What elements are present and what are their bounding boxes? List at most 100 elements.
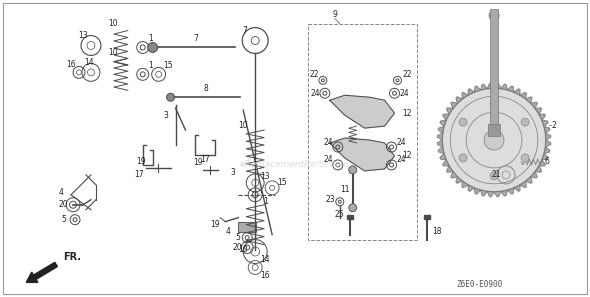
Text: 19: 19 [136,157,146,166]
Text: 20: 20 [232,243,242,252]
Text: 24: 24 [396,138,407,146]
Text: 1: 1 [148,34,153,43]
Text: 10: 10 [108,19,117,28]
Polygon shape [437,133,442,140]
Text: 14: 14 [84,58,94,67]
Polygon shape [526,177,532,183]
Text: 4: 4 [226,227,231,236]
Text: 8: 8 [203,84,208,93]
Text: 13: 13 [78,31,88,40]
Polygon shape [443,114,449,120]
Polygon shape [456,97,463,103]
Polygon shape [440,120,446,127]
Text: 13: 13 [260,172,270,181]
Polygon shape [542,120,548,127]
Polygon shape [330,138,395,171]
Polygon shape [468,185,474,191]
Polygon shape [451,102,457,108]
Polygon shape [535,166,542,172]
Polygon shape [494,83,501,89]
Circle shape [349,166,357,174]
Text: 12: 12 [402,109,411,118]
Text: 22: 22 [309,70,319,79]
Polygon shape [440,154,446,160]
Text: 17: 17 [201,155,210,165]
Polygon shape [501,190,507,196]
Text: eReplacementParts.com: eReplacementParts.com [240,160,350,169]
Text: 17: 17 [134,170,143,179]
Polygon shape [474,86,481,92]
Polygon shape [468,89,474,95]
Text: 24: 24 [323,138,333,146]
Circle shape [521,118,529,126]
Text: 12: 12 [402,151,411,160]
Polygon shape [487,191,494,197]
Polygon shape [462,92,468,99]
Polygon shape [535,108,542,114]
Text: 7: 7 [193,34,198,43]
Polygon shape [456,177,463,183]
Text: 18: 18 [432,227,442,236]
Polygon shape [443,160,449,166]
Text: 5: 5 [61,215,67,224]
Circle shape [490,172,498,180]
Polygon shape [545,140,550,147]
Text: 1: 1 [148,61,153,70]
Bar [424,215,430,219]
Polygon shape [544,147,550,154]
Text: 23: 23 [325,195,335,204]
Text: 14: 14 [260,255,270,264]
Text: 11: 11 [340,185,349,194]
Text: 22: 22 [403,70,412,79]
Polygon shape [437,140,442,147]
Polygon shape [542,154,548,160]
Polygon shape [451,172,457,178]
Polygon shape [438,127,444,133]
Polygon shape [539,160,545,166]
Text: 15: 15 [163,61,172,70]
Polygon shape [447,108,453,114]
Polygon shape [514,185,520,191]
Polygon shape [514,89,520,95]
Text: Z6E0-E0900: Z6E0-E0900 [456,280,502,289]
Polygon shape [487,83,494,89]
Circle shape [521,154,529,162]
Polygon shape [494,191,501,197]
Text: 10: 10 [108,48,117,57]
Text: 10: 10 [238,121,248,129]
Bar [490,9,498,130]
Polygon shape [330,95,395,128]
Polygon shape [526,97,532,103]
Circle shape [166,93,175,101]
Polygon shape [530,172,537,178]
Text: 3: 3 [231,168,236,177]
Text: 2: 2 [552,121,556,129]
Text: 19: 19 [194,158,204,168]
Text: 9: 9 [332,10,337,19]
Text: 1: 1 [263,197,267,206]
Text: 20: 20 [58,200,68,209]
Circle shape [459,154,467,162]
Text: 16: 16 [260,271,270,280]
Text: 24: 24 [396,155,407,165]
Polygon shape [545,133,550,140]
Circle shape [484,130,504,150]
Bar [238,222,256,232]
Bar [347,215,353,219]
Text: 7: 7 [243,26,248,35]
Polygon shape [520,92,526,99]
Text: FR.: FR. [63,252,81,263]
Text: 24: 24 [399,89,409,98]
Text: 24: 24 [310,89,320,98]
Polygon shape [507,86,514,92]
Polygon shape [507,188,514,194]
Text: 5: 5 [236,233,241,242]
Polygon shape [539,114,545,120]
Polygon shape [462,181,468,188]
Text: 16: 16 [66,60,76,69]
Text: 25: 25 [335,210,345,219]
Text: 21: 21 [491,170,501,179]
Text: 6: 6 [545,157,549,166]
Text: 24: 24 [323,155,333,165]
Circle shape [489,11,499,20]
